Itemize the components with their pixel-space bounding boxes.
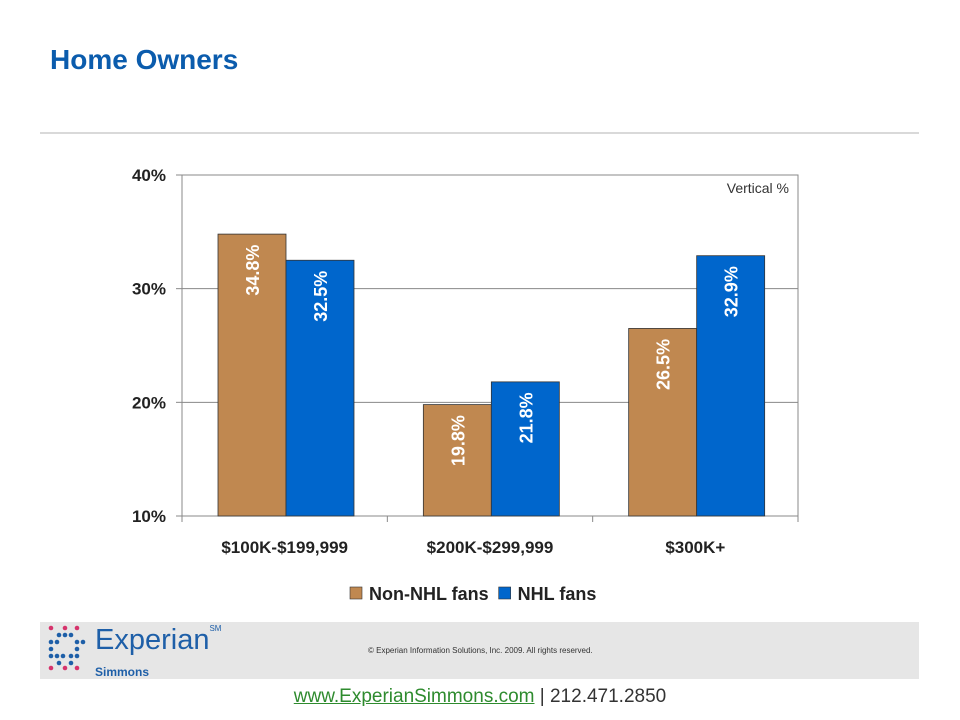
contact-line: www.ExperianSimmons.com | 212.471.2850 (0, 686, 960, 708)
logo-dot (60, 653, 66, 659)
logo-dot (74, 665, 80, 671)
logo-subtitle: Simmons (95, 665, 150, 679)
logo-dot (56, 632, 62, 638)
divider (40, 132, 919, 134)
bar (628, 328, 698, 517)
logo-dot (54, 639, 60, 645)
logo-text: Experian (95, 624, 210, 656)
experian-logo: ExperianSM (95, 624, 221, 657)
logo-dot (62, 665, 68, 671)
data-label: 19.8% (448, 415, 468, 466)
x-tick-label: $200K-$299,999 (427, 538, 554, 557)
bar (490, 381, 560, 517)
data-label: 26.5% (654, 339, 674, 390)
website-link[interactable]: www.ExperianSimmons.com (293, 686, 535, 707)
logo-dot (74, 625, 80, 631)
footer-bar: ExperianSM Simmons © Experian Informatio… (40, 622, 919, 679)
logo-dot (74, 639, 80, 645)
y-tick-label: 10% (132, 507, 166, 526)
logo-dot (74, 653, 80, 659)
y-tick-label: 30% (132, 280, 166, 299)
logo-dot (56, 660, 62, 666)
bar (285, 259, 355, 517)
logo-dot (48, 639, 54, 645)
data-label: 32.5% (311, 271, 331, 322)
logo-dot (48, 625, 54, 631)
logo-dot (48, 665, 54, 671)
legend-swatch (349, 586, 363, 600)
vertical-pct-note: Vertical % (727, 180, 789, 196)
logo-dot (68, 653, 74, 659)
data-label: 34.8% (243, 245, 263, 296)
logo-dot (68, 660, 74, 666)
legend-label: NHL fans (518, 584, 597, 604)
bar (422, 404, 492, 517)
y-tick-label: 40% (132, 166, 166, 185)
phone: | 212.471.2850 (534, 686, 667, 707)
logo-tm: SM (209, 624, 222, 633)
legend-swatch (498, 586, 511, 600)
data-label: 21.8% (516, 392, 536, 443)
copyright: © Experian Information Solutions, Inc. 2… (368, 646, 593, 655)
logo-dot (80, 639, 86, 645)
logo-dot (74, 646, 80, 652)
x-tick-label: $100K-$199,999 (221, 538, 348, 557)
bar (217, 233, 287, 517)
bar (696, 255, 766, 517)
legend-label: Non-NHL fans (369, 584, 489, 604)
bar-chart: 10% 20% 30% 40% 34.8% 32.5% $100K-$199,999 19.… (132, 166, 799, 604)
experian-logo-icon (48, 625, 86, 671)
logo-dot (54, 653, 60, 659)
logo-dot (48, 646, 54, 652)
x-tick-label: $300K+ (665, 538, 725, 557)
y-tick-label: 20% (132, 393, 166, 412)
logo-dot (62, 632, 68, 638)
page-title: Home Owners (50, 44, 239, 75)
logo-dot (62, 625, 68, 631)
logo-dot (48, 653, 54, 659)
data-label: 32.9% (722, 266, 742, 317)
logo-dot (68, 632, 74, 638)
